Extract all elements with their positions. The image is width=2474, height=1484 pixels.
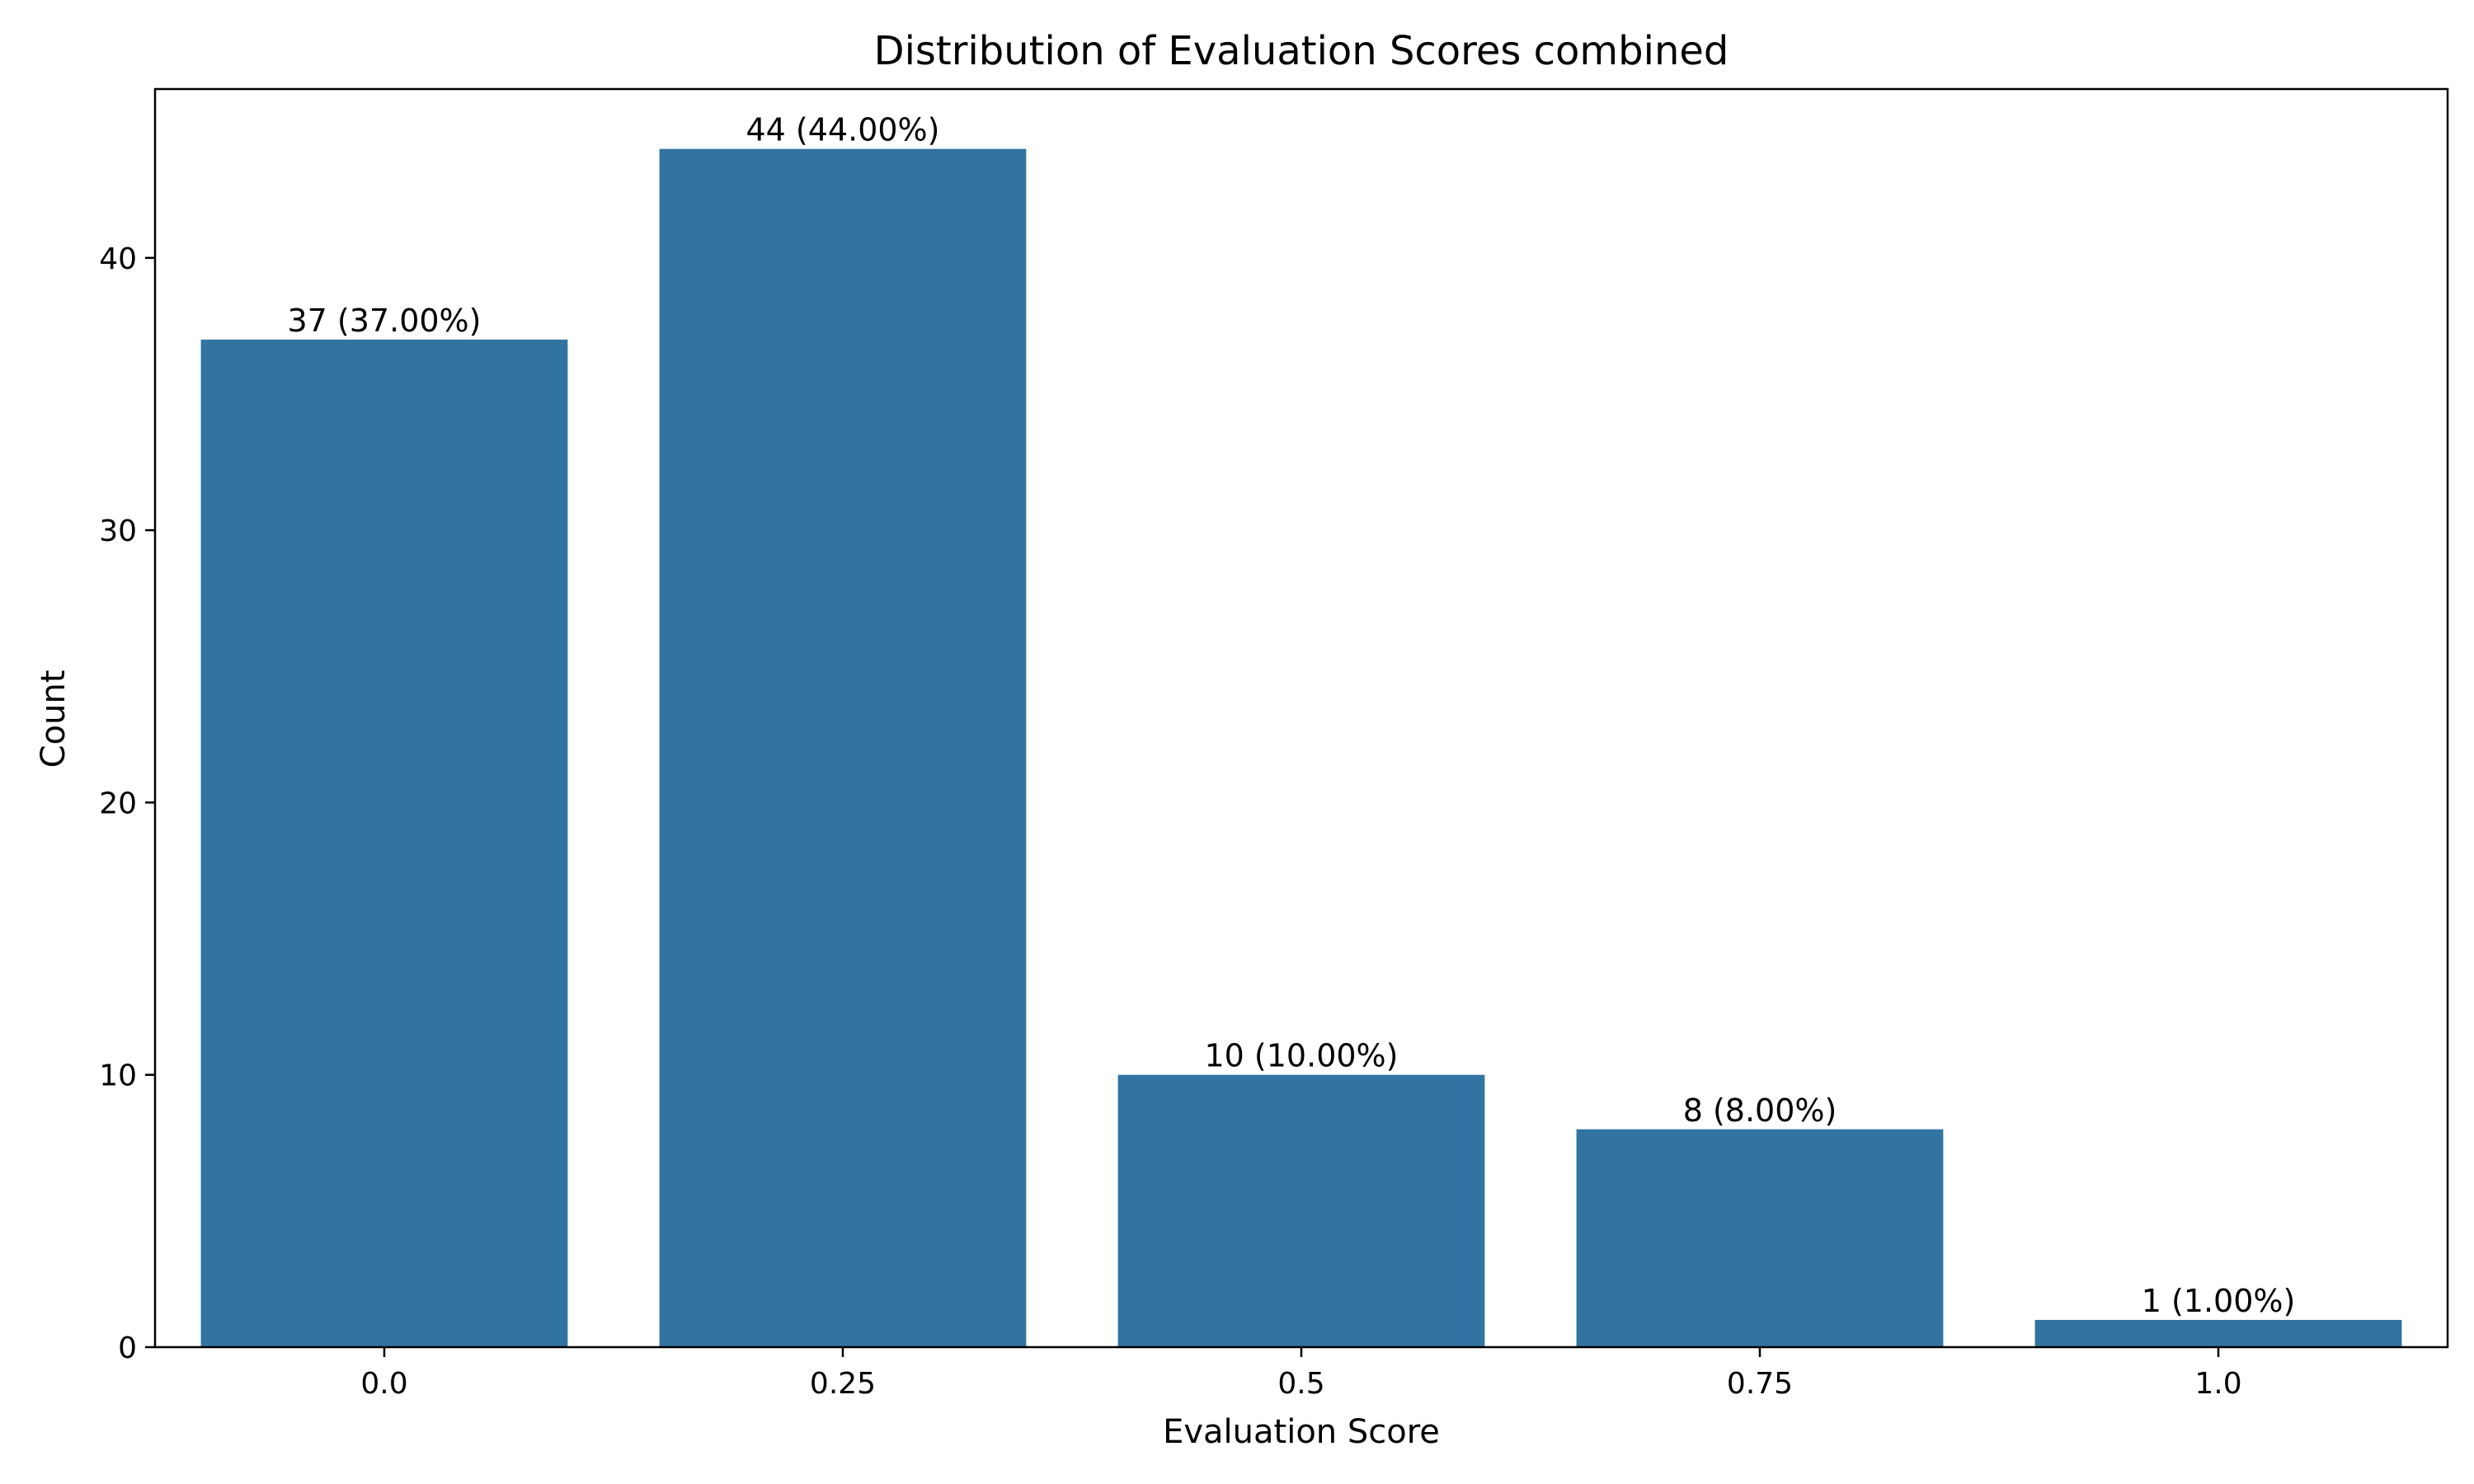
x-tick-label-0: 0.0	[360, 1367, 407, 1401]
chart-title: Distribution of Evaluation Scores combin…	[874, 28, 1729, 74]
x-tick-label-1: 0.25	[810, 1367, 876, 1401]
data-label-2: 10 (10.00%)	[1205, 1038, 1399, 1074]
data-label-4: 1 (1.00%)	[2142, 1283, 2296, 1319]
x-axis-label: Evaluation Score	[1163, 1413, 1440, 1451]
data-label-3: 8 (8.00%)	[1683, 1092, 1837, 1129]
bar-3	[1576, 1129, 1944, 1347]
y-tick-label-2: 20	[99, 787, 137, 820]
data-label-0: 37 (37.00%)	[288, 303, 482, 339]
data-label-1: 44 (44.00%)	[746, 112, 940, 148]
bar-2	[1117, 1074, 1485, 1347]
y-tick-label-1: 10	[99, 1059, 137, 1093]
x-tick-label-4: 1.0	[2194, 1367, 2241, 1401]
bar-1	[659, 148, 1027, 1348]
y-tick-label-4: 40	[99, 242, 137, 276]
x-tick-label-2: 0.5	[1277, 1367, 1324, 1401]
plot-area: 37 (37.00%) 44 (44.00%) 10 (10.00%) 8 (8.00…	[99, 87, 2449, 1401]
bar-0	[200, 339, 568, 1347]
y-tick-label-3: 30	[99, 514, 137, 548]
y-axis-label: Count	[35, 670, 73, 768]
x-tick-label-3: 0.75	[1727, 1367, 1793, 1401]
y-tick-label-0: 0	[118, 1331, 137, 1365]
bar-4	[2034, 1319, 2402, 1347]
